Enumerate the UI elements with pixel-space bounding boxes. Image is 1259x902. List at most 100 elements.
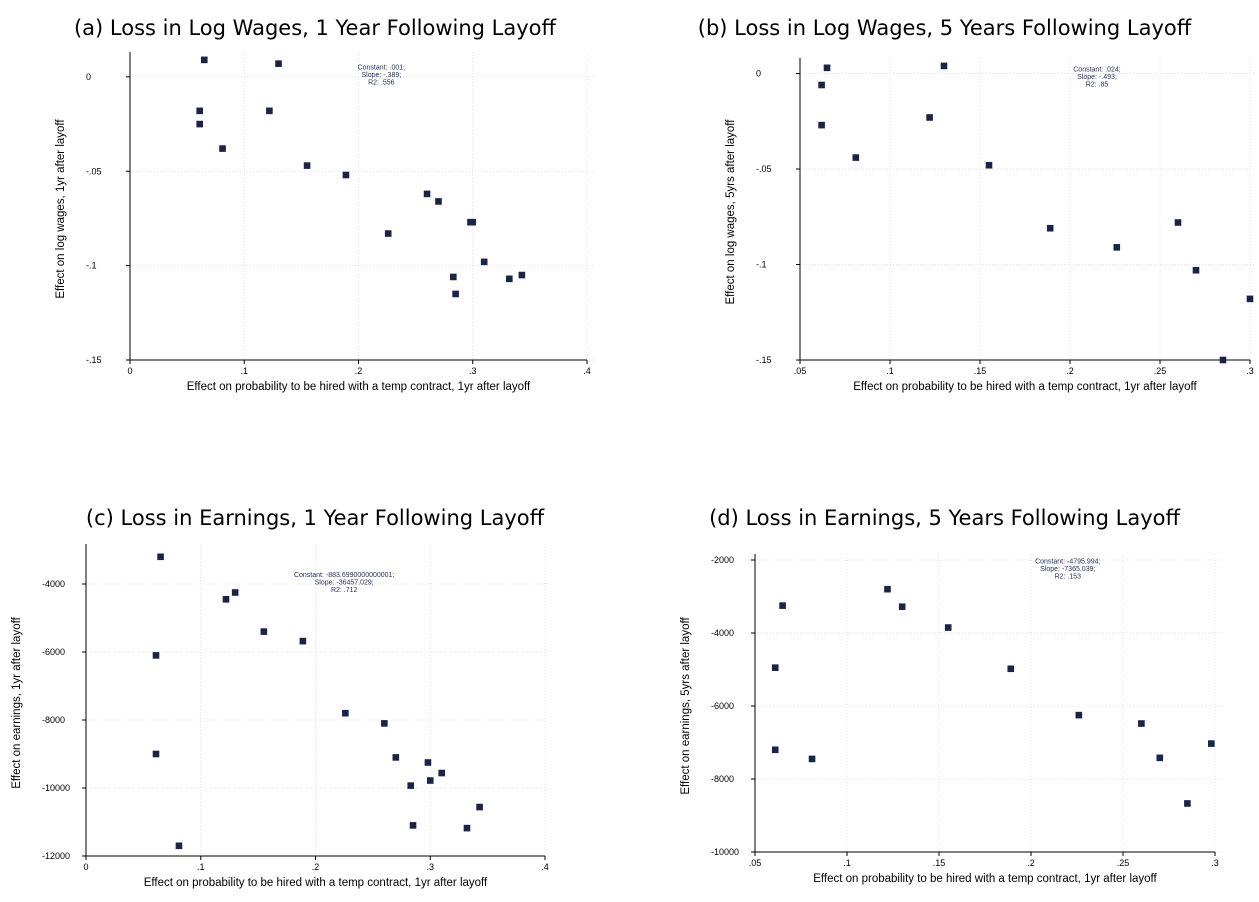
data-point [818, 121, 825, 129]
regression-annotation-line: Slope: -.493; [1077, 74, 1117, 81]
x-axis-label-d: Effect on probability to be hired with a… [813, 873, 1157, 885]
x-tick-label: .05 [794, 366, 807, 376]
data-point [219, 145, 226, 152]
x-tick-label: .3 [469, 366, 477, 376]
y-tick-label: 0 [756, 69, 761, 79]
regression-annotation-line: R2: .153 [1055, 574, 1082, 581]
data-point [196, 120, 203, 128]
panel-c: (c) Loss in Earnings, 1 Year Following L… [0, 450, 630, 902]
x-axis-label-a: Effect on probability to be hired with a… [187, 381, 531, 393]
x-tick-label: .2 [1066, 366, 1074, 376]
data-point [823, 64, 831, 72]
data-point [435, 198, 442, 205]
x-tick-label: 0 [127, 366, 132, 376]
x-tick-label: .25 [1154, 366, 1167, 376]
x-tick-label: .3 [1246, 366, 1254, 376]
x-tick-label: .3 [1211, 858, 1219, 868]
panel-d: (d) Loss in Earnings, 5 Years Following … [630, 450, 1259, 902]
scatter-plot-d: .05 .1 .15 .2 .25 .3 -2000 -4000 -6000 -8000 -1000… [680, 554, 1221, 885]
data-point [1192, 266, 1200, 274]
data-point [342, 171, 350, 179]
regression-annotation-line: R2: .556 [368, 79, 395, 86]
x-tick-label: .05 [749, 858, 762, 868]
y-tick-label: -4000 [42, 579, 65, 589]
regression-annotation-line: R2: .712 [331, 587, 358, 594]
panel-b: (b) Loss in Log Wages, 5 Years Following… [630, 0, 1259, 450]
y-tick-label: -.15 [756, 355, 772, 365]
data-point [175, 842, 183, 850]
data-point [1138, 720, 1145, 727]
regression-annotation-line: Constant: .001; [358, 64, 406, 71]
data-point [779, 602, 786, 609]
data-point [771, 746, 779, 754]
x-tick-label: .3 [426, 862, 434, 872]
data-point [260, 628, 268, 635]
data-point [944, 624, 952, 631]
data-point [1113, 244, 1121, 251]
x-tick-label: .1 [886, 366, 894, 376]
data-point [1184, 800, 1191, 807]
y-axis-label-c: Effect on earnings, 1yr after layoff [11, 616, 23, 788]
y-tick-label: -4000 [711, 628, 734, 638]
x-tick-label: .2 [1027, 858, 1035, 868]
data-point [157, 553, 164, 561]
regression-annotation-line: Slope: -36457.029; [315, 580, 374, 587]
data-point [506, 275, 513, 283]
y-tick-label: -10000 [711, 847, 739, 857]
data-point [852, 154, 860, 161]
data-point [469, 218, 477, 226]
x-tick-label: .2 [355, 366, 363, 376]
data-point [438, 769, 446, 777]
data-point [424, 759, 432, 766]
y-tick-label: -.05 [86, 166, 102, 176]
y-tick-label: -.1 [86, 261, 97, 271]
data-point [275, 60, 282, 67]
scatter-plot-a: 0 .1 .2 .3 .4 0 -.05 -.1 -.15 Effect on probabil… [55, 52, 593, 393]
regression-annotation-line: Slope: -.389; [361, 72, 401, 79]
data-point [926, 114, 933, 121]
data-point [518, 271, 526, 279]
data-point [303, 162, 311, 169]
y-tick-label: -12000 [42, 851, 70, 861]
data-point [152, 652, 160, 659]
data-point [476, 803, 483, 811]
regression-annotation-line: Constant: -4795.994; [1035, 559, 1100, 566]
y-tick-label: -8000 [711, 774, 734, 784]
scatter-plot-c: 0 .1 .2 .3 .4 -4000 -6000 -8000 -10000 -12000 Eff… [11, 544, 551, 889]
y-tick-label: -6000 [711, 701, 734, 711]
data-point [1046, 224, 1054, 232]
y-tick-label: -8000 [42, 715, 65, 725]
data-point [808, 755, 816, 763]
data-point [407, 782, 415, 789]
data-point [1156, 754, 1164, 762]
chart-title-c: (c) Loss in Earnings, 1 Year Following L… [85, 506, 545, 530]
data-point [152, 750, 160, 758]
regression-annotation-line: Constant: .024; [1073, 67, 1121, 74]
x-tick-label: .25 [1117, 858, 1130, 868]
data-point [1007, 665, 1015, 673]
regression-annotation-line: Slope: -7365.039; [1040, 566, 1095, 573]
x-tick-label: .4 [541, 862, 549, 872]
x-tick-label: .1 [843, 858, 851, 868]
y-tick-label: -.05 [756, 164, 772, 174]
data-point [1246, 295, 1254, 303]
y-axis-label-d: Effect on earnings, 5yrs after layoff [680, 617, 692, 795]
data-point [342, 709, 349, 717]
y-tick-label: -.15 [86, 355, 102, 365]
data-point [480, 258, 488, 266]
data-point [884, 585, 891, 593]
x-axis-label-b: Effect on probability to be hired with a… [853, 381, 1197, 393]
data-point [1174, 219, 1182, 226]
x-tick-label: .1 [240, 366, 248, 376]
data-point [423, 190, 431, 198]
data-point [898, 603, 906, 611]
data-point [452, 290, 459, 298]
chart-title-b: (b) Loss in Log Wages, 5 Years Following… [697, 16, 1192, 40]
y-axis-label-b: Effect on log wages, 5yrs after layoff [725, 119, 737, 305]
data-point [222, 596, 230, 603]
data-point [426, 777, 434, 784]
chart-title-d: (d) Loss in Earnings, 5 Years Following … [709, 506, 1180, 530]
x-tick-label: .4 [583, 366, 591, 376]
data-point [266, 107, 273, 115]
y-tick-label: -10000 [42, 783, 70, 793]
